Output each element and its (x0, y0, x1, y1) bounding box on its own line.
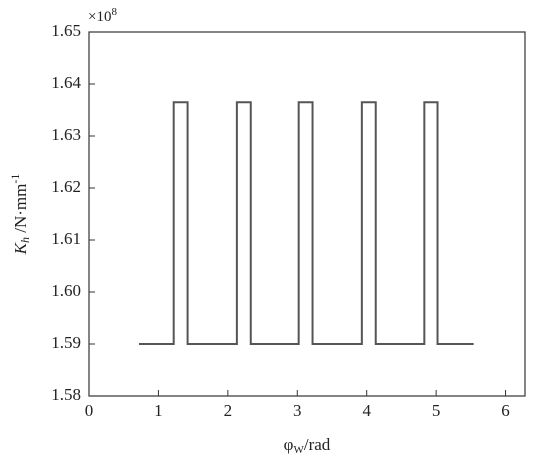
x-tick-label: 3 (293, 401, 302, 420)
y-label-superscript: -1 (8, 174, 22, 184)
x-tick-label: 6 (501, 401, 510, 420)
y-tick-label: 1.60 (51, 281, 81, 300)
y-tick-label: 1.62 (51, 177, 81, 196)
x-tick-label: 4 (362, 401, 371, 420)
plot-frame (88, 31, 526, 397)
x-axis-label: φW/rad (284, 435, 331, 456)
y-label-subscript: h (18, 237, 32, 243)
y-tick-label: 1.58 (51, 385, 81, 404)
x-tick-label: 5 (432, 401, 441, 420)
multiplier-exponent: 8 (111, 6, 117, 18)
y-label-symbol: K (11, 241, 30, 255)
y-label-unit: /N·mm (11, 184, 30, 237)
data-line (138, 101, 474, 345)
y-tick-label: 1.63 (51, 125, 81, 144)
x-label-unit: /rad (304, 435, 331, 454)
x-tick-label: 0 (85, 401, 94, 420)
x-label-symbol: φ (284, 435, 294, 454)
y-tick-label: 1.61 (51, 229, 81, 248)
x-tick-label: 1 (154, 401, 163, 420)
y-multiplier: ×108 (88, 6, 117, 26)
y-axis-label: Kh /N·mm-1 (8, 174, 32, 256)
y-tick-label: 1.59 (51, 333, 81, 352)
y-tick-label: 1.65 (51, 21, 81, 40)
multiplier-base: ×10 (88, 9, 111, 25)
x-tick-label: 2 (224, 401, 233, 420)
x-label-subscript: W (293, 444, 304, 456)
y-tick-label: 1.64 (51, 73, 81, 92)
